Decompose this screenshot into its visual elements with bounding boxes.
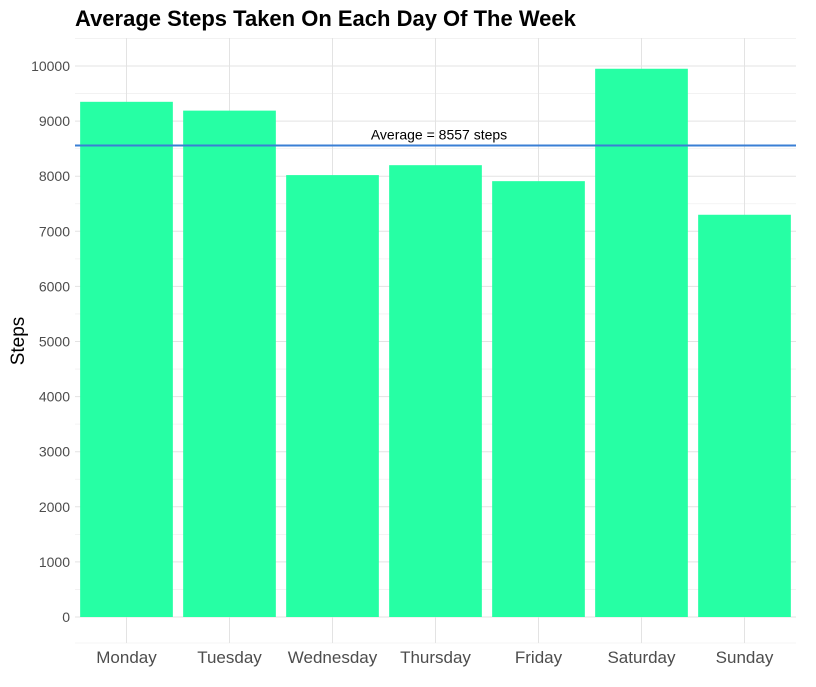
- bar-sunday: [698, 214, 791, 617]
- y-tick-label: 6000: [39, 278, 70, 294]
- x-tick-label: Saturday: [607, 648, 676, 667]
- y-tick-label: 2000: [39, 499, 70, 515]
- y-tick-label: 10000: [31, 58, 70, 74]
- bar-tuesday: [183, 110, 276, 618]
- average-reference: Average = 8557 steps: [75, 127, 796, 147]
- chart-title: Average Steps Taken On Each Day Of The W…: [75, 6, 576, 31]
- y-tick-label: 0: [62, 609, 70, 625]
- average-label: Average = 8557 steps: [371, 127, 507, 143]
- bar-monday: [80, 101, 173, 617]
- bars: [80, 68, 791, 618]
- bar-wednesday: [286, 175, 379, 617]
- x-tick-label: Thursday: [400, 648, 471, 667]
- x-tick-label: Friday: [515, 648, 563, 667]
- y-tick-label: 7000: [39, 223, 70, 239]
- y-tick-label: 9000: [39, 113, 70, 129]
- x-tick-label: Monday: [96, 648, 157, 667]
- x-tick-label: Sunday: [716, 648, 774, 667]
- x-tick-label: Tuesday: [197, 648, 262, 667]
- x-axis-ticks: Monday Tuesday Wednesday Thursday Friday Satu…: [96, 648, 774, 667]
- bar-saturday: [595, 68, 688, 617]
- y-axis-ticks: 0 1000 2000 3000 4000 5000 6000 7000 8000 9000 100…: [31, 58, 70, 625]
- y-tick-label: 8000: [39, 168, 70, 184]
- y-axis-label: Steps: [8, 317, 29, 366]
- y-tick-label: 3000: [39, 444, 70, 460]
- y-tick-label: 1000: [39, 554, 70, 570]
- x-tick-label: Wednesday: [288, 648, 378, 667]
- y-tick-label: 4000: [39, 389, 70, 405]
- bar-friday: [492, 181, 585, 617]
- bar-thursday: [389, 165, 482, 617]
- y-tick-label: 5000: [39, 334, 70, 350]
